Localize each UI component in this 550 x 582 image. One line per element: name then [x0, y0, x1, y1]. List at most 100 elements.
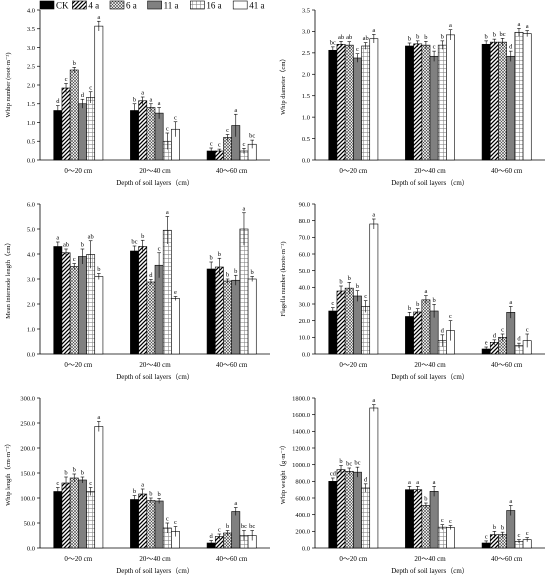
x-tick-label: 0～20 cm [339, 555, 367, 563]
bar-CK-0 [53, 110, 63, 161]
y-tick-label: 200.0 [295, 529, 310, 536]
bar-6a-1 [146, 500, 156, 549]
bar-CK-1 [130, 499, 139, 549]
x-tick-label: 40～60 cm [491, 555, 523, 563]
bar-6a-1 [421, 505, 431, 549]
significance-letter: bc [241, 523, 247, 530]
bar-16a-0 [361, 45, 371, 161]
bar-41a-0 [369, 407, 379, 549]
bar-41a-0 [369, 38, 379, 161]
significance-letter: a [518, 21, 521, 28]
y-tick-label: 30.0 [299, 301, 310, 308]
bar-11a-1 [429, 491, 439, 549]
significance-letter: b [234, 268, 237, 275]
significance-letter: c [166, 516, 169, 523]
significance-letter: c [174, 519, 177, 526]
bar-4a-0 [61, 482, 71, 549]
significance-letter: c [89, 84, 92, 91]
bar-41a-1 [171, 298, 180, 355]
y-tick-label: 40.0 [299, 285, 310, 292]
y-tick-label: 2.5 [27, 64, 35, 71]
legend-swatch-3 [147, 0, 162, 10]
significance-letter: a [509, 299, 512, 306]
significance-letter: a [243, 205, 246, 212]
bar-41a-0 [369, 223, 379, 355]
y-tick-label: 0.0 [302, 157, 310, 164]
significance-letter: b [73, 467, 76, 474]
significance-letter: c [449, 313, 452, 320]
bar-41a-0 [94, 426, 104, 549]
bar-11a-2 [231, 511, 241, 549]
significance-letter: c [356, 46, 359, 53]
y-tick-label: 3.0 [27, 276, 35, 283]
significance-letter: b [424, 34, 427, 41]
significance-letter: ab [346, 34, 352, 41]
y-tick-label: 100.0 [20, 495, 35, 502]
significance-letter: c [174, 114, 177, 121]
y-tick-label: 4.0 [27, 7, 35, 14]
x-tick-label: 20～40 cm [139, 361, 171, 369]
significance-letter: b [210, 255, 213, 262]
x-axis-label: Depth of soil layers（cm） [391, 567, 469, 575]
legend-label-5: 41 a [249, 1, 264, 11]
significance-letter: a [56, 235, 59, 242]
bar-11a-1 [154, 112, 164, 161]
bar-11a-2 [506, 510, 516, 549]
significance-letter: ab [338, 34, 344, 41]
x-tick-label: 0～20 cm [64, 167, 92, 175]
bar-11a-1 [154, 264, 164, 355]
significance-letter: b [133, 96, 136, 103]
significance-letter: e [485, 340, 488, 347]
significance-letter: b [493, 524, 496, 531]
significance-letter: d [210, 533, 214, 540]
y-tick-label: 1000.0 [292, 462, 310, 469]
y-tick-label: 90.0 [299, 201, 310, 208]
x-tick-label: 40～60 cm [216, 167, 248, 175]
significance-letter: b [81, 470, 84, 477]
bar-4a-0 [61, 87, 71, 161]
bar-16a-2 [239, 228, 249, 355]
legend-label-3: 11 a [164, 1, 179, 11]
bar-11a-0 [78, 479, 87, 549]
significance-letter: c [65, 76, 68, 83]
y-tick-label: 3.5 [27, 26, 35, 33]
bar-41a-1 [446, 527, 455, 549]
significance-letter: b [157, 491, 160, 498]
x-tick-label: 0～20 cm [339, 167, 367, 175]
significance-letter: ab [88, 233, 94, 240]
significance-letter: b [339, 458, 342, 465]
significance-letter: ab [363, 35, 369, 42]
significance-letter: b [501, 525, 504, 532]
bar-6a-1 [421, 44, 431, 161]
bar-11a-0 [78, 103, 87, 161]
significance-letter: b [226, 523, 229, 530]
y-tick-label: 50.0 [24, 520, 35, 527]
significance-letter: c [56, 480, 59, 487]
significance-letter: a [234, 500, 237, 507]
significance-letter: c [73, 256, 76, 263]
y-tick-label: 300.0 [20, 395, 35, 402]
significance-letter: a [97, 414, 100, 421]
bar-4a-0 [61, 252, 71, 355]
significance-letter: cd [330, 471, 337, 478]
significance-letter: bc [354, 460, 360, 467]
y-tick-label: 50.0 [299, 268, 310, 275]
y-tick-label: 250.0 [20, 420, 35, 427]
significance-letter: c [449, 518, 452, 525]
y-tick-label: 60.0 [299, 251, 310, 258]
significance-letter: b [408, 36, 411, 43]
bar-11a-2 [506, 312, 516, 355]
bar-6a-2 [223, 137, 232, 161]
bar-6a-1 [146, 281, 156, 355]
significance-letter: a [141, 90, 144, 97]
bar-CK-2 [206, 268, 216, 355]
y-tick-label: 0.0 [27, 351, 35, 358]
significance-letter: b [133, 488, 136, 495]
bar-CK-2 [481, 43, 491, 161]
significance-letter: a [526, 23, 529, 30]
significance-letter: d [364, 476, 368, 483]
y-tick-label: 0.5 [27, 139, 35, 146]
y-axis-label: Whip diameter（cm） [279, 55, 287, 115]
significance-letter: d [56, 98, 60, 105]
significance-letter: b [416, 33, 419, 40]
